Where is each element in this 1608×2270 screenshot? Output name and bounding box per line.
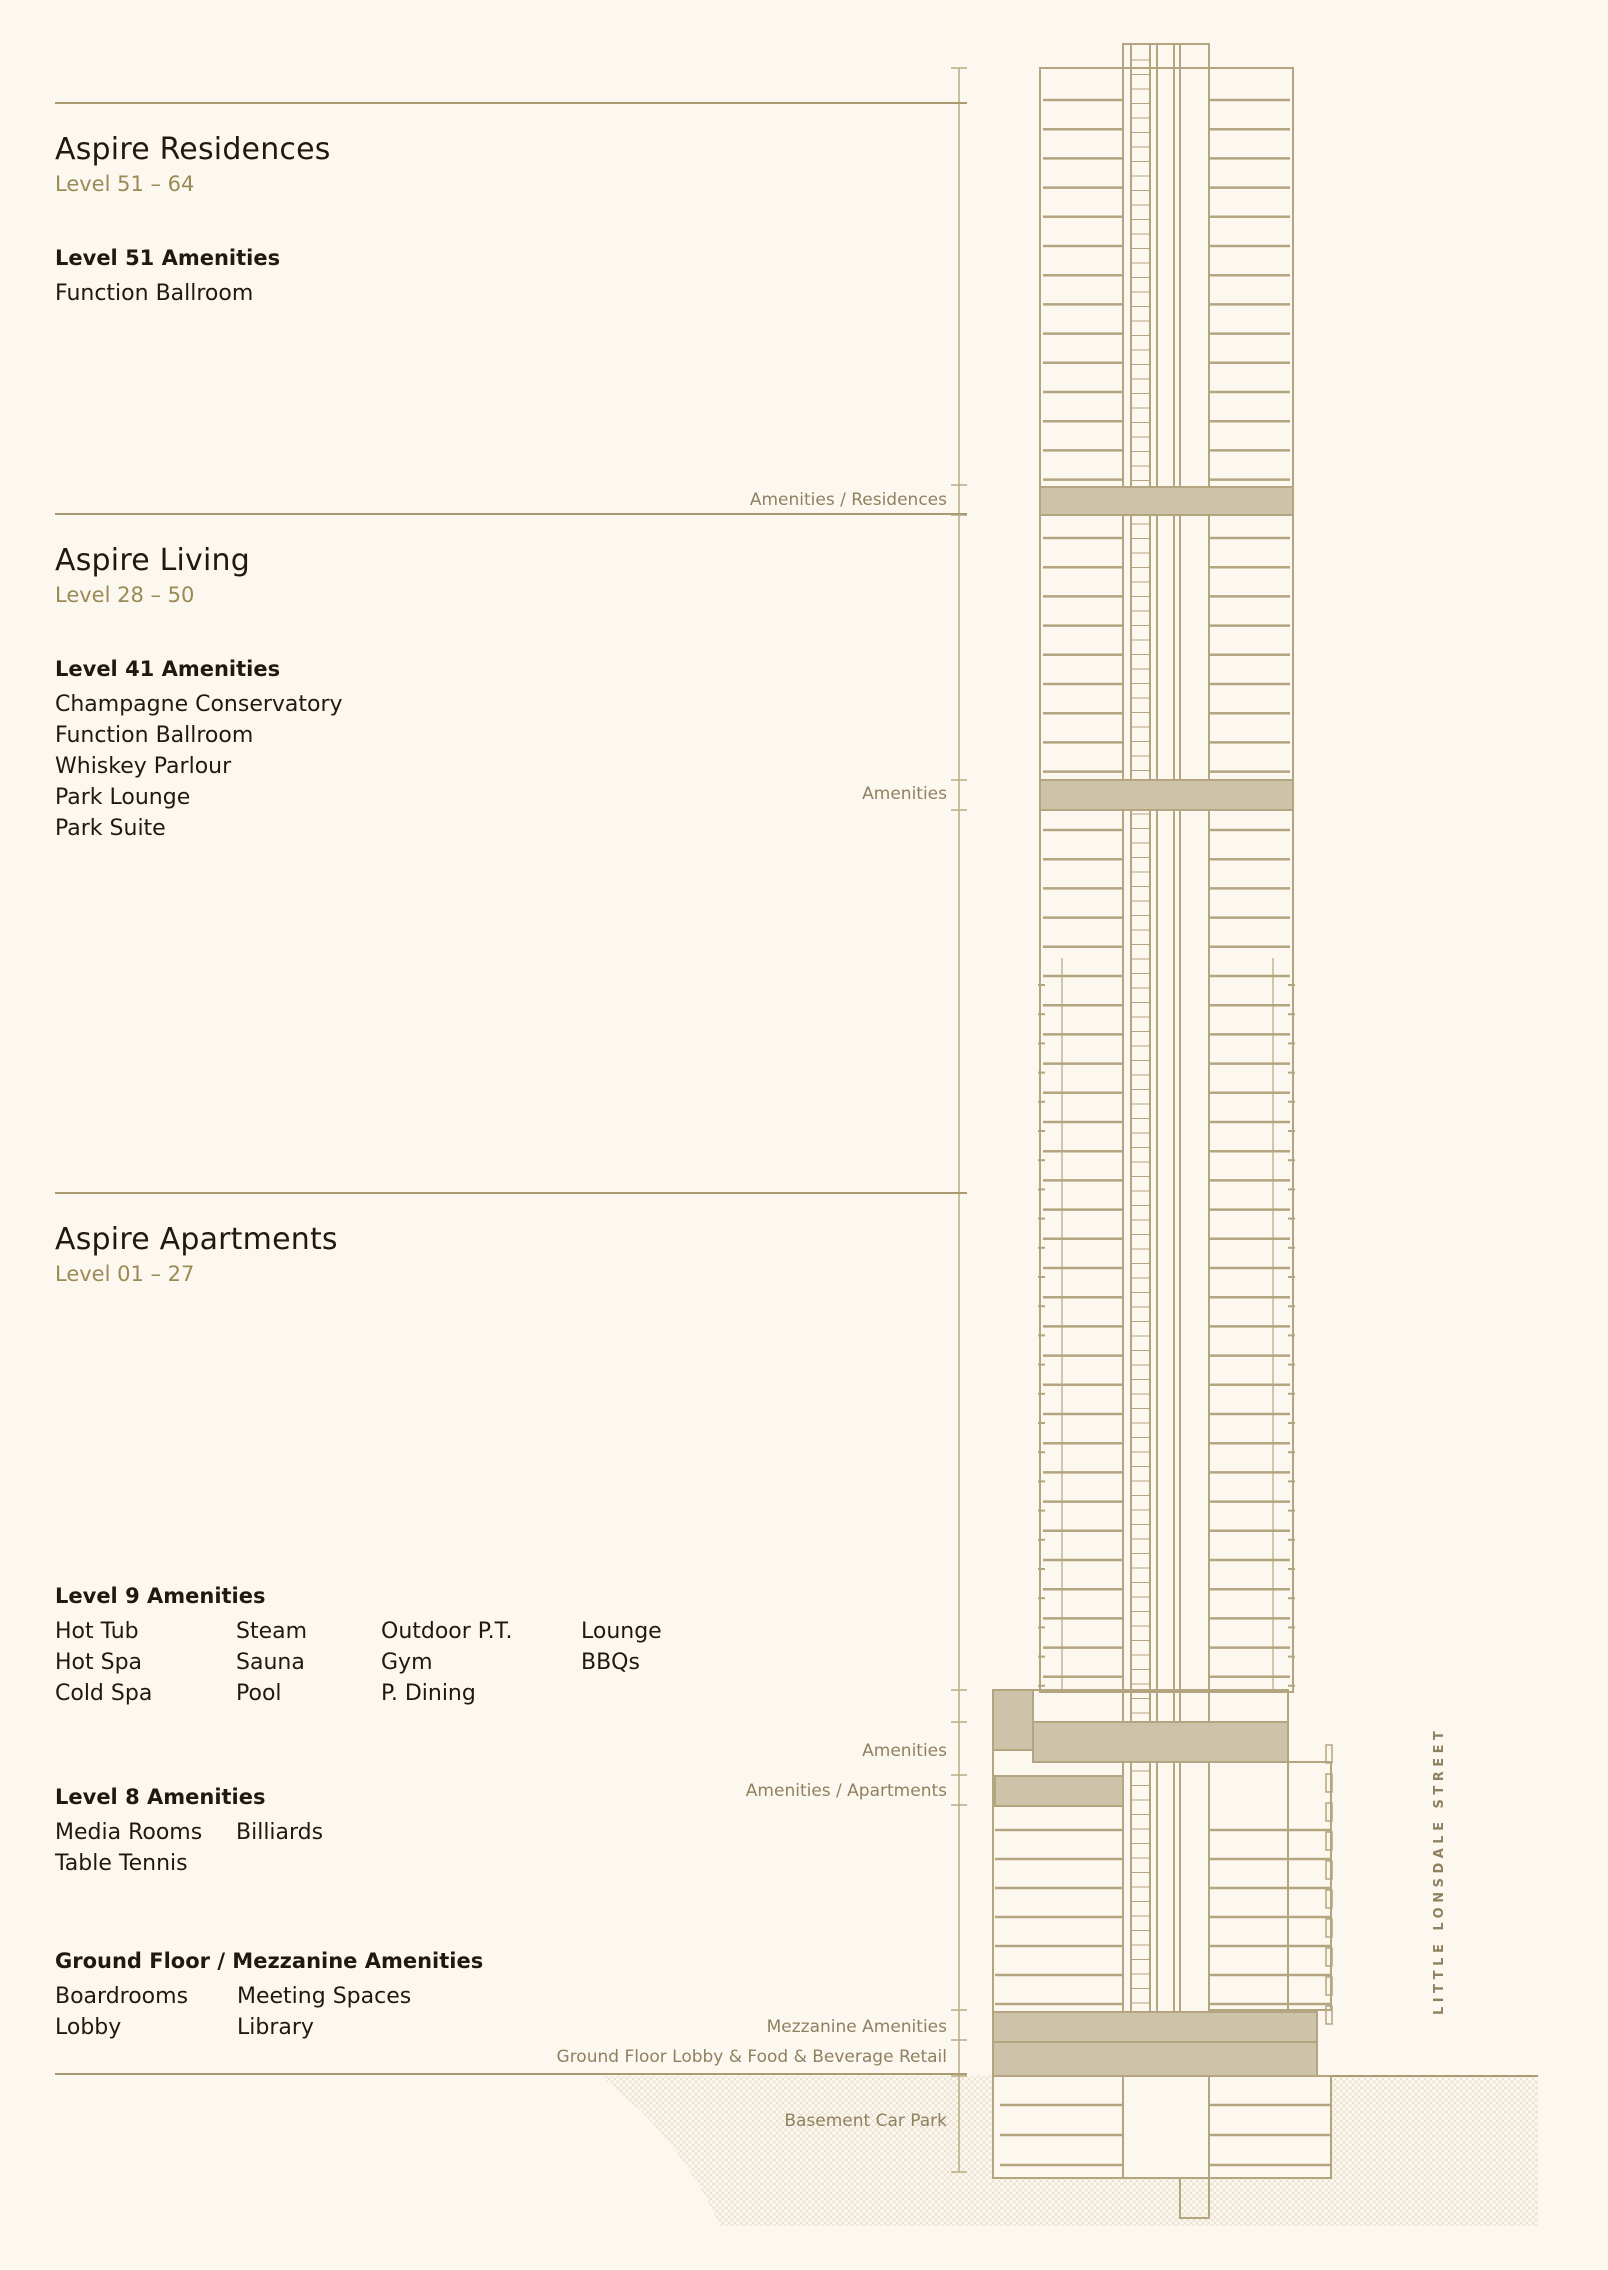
amenities-level8: Level 8 Amenities Media Rooms Billiards … (55, 1783, 386, 1879)
amenity-item: Whiskey Parlour (55, 754, 232, 779)
amenities-title: Level 8 Amenities (55, 1785, 266, 1809)
amenity-item: Gym (381, 1650, 433, 1675)
tower-core (1122, 43, 1210, 2173)
divider-residences (55, 102, 967, 104)
section-range: Level 01 – 27 (55, 1262, 195, 1286)
tower-core-shaft (1179, 43, 1210, 2219)
podium-right (1208, 1761, 1332, 2011)
section-title: Aspire Apartments (55, 1222, 338, 1257)
amenity-item: Function Ballroom (55, 723, 254, 748)
amenity-item (236, 1848, 386, 1879)
section-apartments: Aspire Apartments Level 01 – 27 (55, 1222, 338, 1288)
amenity-item: Sauna (236, 1650, 305, 1675)
amenity-item: Pool (236, 1681, 282, 1706)
amenity-item: Library (237, 2015, 314, 2040)
label-amenities-residences: Amenities / Residences (749, 490, 947, 510)
section-living: Aspire Living Level 28 – 50 (55, 543, 250, 609)
label-amenities-9: Amenities (862, 1741, 947, 1761)
label-ground-floor: Ground Floor Lobby & Food & Beverage Ret… (556, 2047, 947, 2067)
amenity-item: BBQs (581, 1650, 640, 1675)
amenity-item: Media Rooms (55, 1820, 203, 1845)
basement-outline (992, 2075, 1332, 2179)
amenity-band-41 (1039, 779, 1294, 811)
dimension-line (951, 67, 967, 2173)
divider-living (55, 513, 967, 515)
amenity-item: Steam (236, 1619, 308, 1644)
amenity-item: Boardrooms (55, 1984, 189, 2009)
amenity-item: Cold Spa (55, 1681, 153, 1706)
label-mezzanine: Mezzanine Amenities (766, 2017, 947, 2037)
street-name: LITTLE LONSDALE STREET (1432, 1726, 1447, 2015)
amenity-item: Table Tennis (55, 1851, 188, 1876)
amenity-item: Park Lounge (55, 785, 191, 810)
section-title: Aspire Living (55, 543, 250, 578)
section-range: Level 28 – 50 (55, 583, 195, 607)
amenity-band-8 (994, 1775, 1124, 1807)
mezzanine-band (992, 2011, 1318, 2043)
amenity-band-9 (1032, 1721, 1289, 1763)
amenities-title: Level 41 Amenities (55, 657, 281, 681)
basement-core (1122, 2075, 1210, 2179)
section-range: Level 51 – 64 (55, 172, 195, 196)
amenity-item (581, 1678, 691, 1709)
amenities-title: Ground Floor / Mezzanine Amenities (55, 1949, 484, 1973)
amenity-item: Function Ballroom (55, 281, 254, 306)
label-amenities-41: Amenities (862, 784, 947, 804)
label-amenities-apartments: Amenities / Apartments (745, 1781, 947, 1801)
amenity-item: Hot Spa (55, 1650, 143, 1675)
amenity-item: Park Suite (55, 816, 166, 841)
amenity-item: Outdoor P.T. (381, 1619, 513, 1644)
section-title: Aspire Residences (55, 132, 331, 167)
amenities-level9: Level 9 Amenities Hot Tub Steam Outdoor … (55, 1582, 691, 1709)
amenity-item: Champagne Conservatory (55, 692, 343, 717)
street-label: LITTLE LONSDALE STREET (1432, 1727, 1452, 2015)
amenities-title: Level 51 Amenities (55, 246, 281, 270)
tower-outline (1039, 67, 1294, 1693)
label-basement: Basement Car Park (784, 2111, 947, 2131)
amenities-level51: Level 51 Amenities Function Ballroom (55, 244, 280, 309)
amenities-level41: Level 41 Amenities Champagne Conservator… (55, 655, 343, 844)
ground-band (992, 2041, 1318, 2077)
divider-apartments (55, 1192, 967, 1194)
amenity-item: Lobby (55, 2015, 122, 2040)
amenities-title: Level 9 Amenities (55, 1584, 266, 1608)
section-residences: Aspire Residences Level 51 – 64 (55, 132, 331, 198)
amenity-item: Hot Tub (55, 1619, 139, 1644)
amenities-ground: Ground Floor / Mezzanine Amenities Board… (55, 1947, 483, 2043)
amenity-band-51 (1039, 486, 1294, 516)
amenity-item: Meeting Spaces (237, 1984, 412, 2009)
divider-ground (55, 2073, 967, 2075)
amenity-item: Billiards (236, 1820, 324, 1845)
podium-corner (992, 1689, 1034, 1751)
amenity-item: Lounge (581, 1619, 662, 1644)
amenity-item: P. Dining (381, 1681, 476, 1706)
